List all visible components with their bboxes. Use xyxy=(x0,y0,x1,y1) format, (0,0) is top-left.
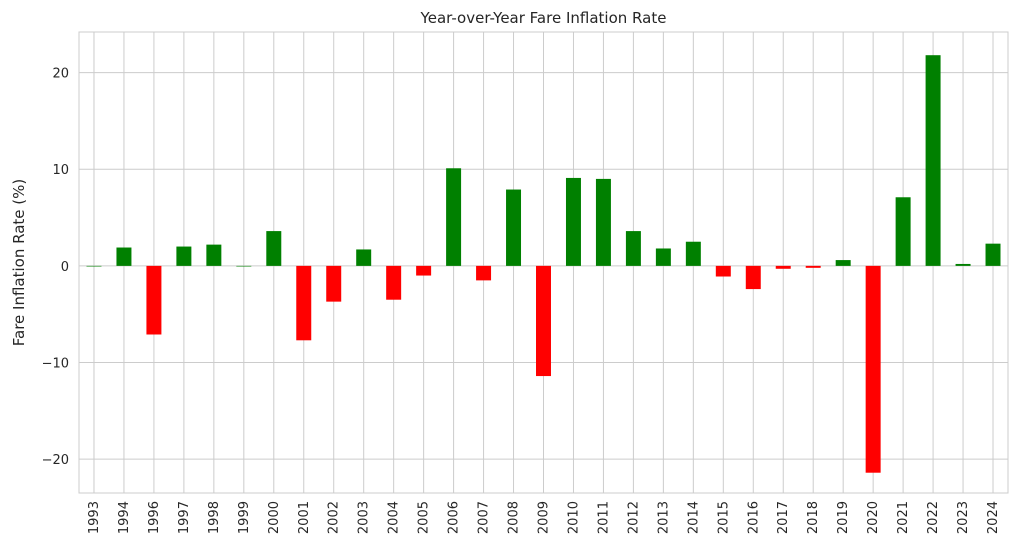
x-tick-label: 2018 xyxy=(806,501,821,534)
x-tick-label: 2009 xyxy=(537,501,552,534)
y-tick-label: −10 xyxy=(42,357,69,372)
bar-2004 xyxy=(386,265,402,300)
x-tick-label: 1999 xyxy=(237,501,252,534)
bar-2003 xyxy=(356,249,372,266)
bar-2008 xyxy=(506,189,522,266)
bar-2002 xyxy=(326,265,342,302)
x-tick-label: 2006 xyxy=(447,501,462,534)
x-tick-label: 2008 xyxy=(507,501,522,534)
x-tick-label: 2024 xyxy=(986,501,1001,534)
x-tick-label: 2004 xyxy=(387,501,402,534)
x-tick-label: 2020 xyxy=(866,501,881,534)
y-tick-label: 0 xyxy=(61,260,69,275)
x-tick-label: 2001 xyxy=(297,501,312,534)
bar-2022 xyxy=(925,55,941,266)
bar-2006 xyxy=(446,168,462,266)
x-tick-label: 2007 xyxy=(477,501,492,534)
bar-2018 xyxy=(805,265,821,268)
bar-2014 xyxy=(685,241,701,266)
bar-1996 xyxy=(146,265,162,335)
x-tick-label: 1998 xyxy=(207,501,222,534)
x-tick-label: 2010 xyxy=(566,501,581,534)
y-tick-labels: −20 −10 0 10 20 xyxy=(42,67,69,469)
x-tick-label: 2015 xyxy=(716,501,731,534)
bar-2001 xyxy=(296,265,312,341)
x-tick-label: 2016 xyxy=(746,501,761,534)
x-tick-label: 2021 xyxy=(896,501,911,534)
x-tick-label: 2000 xyxy=(267,501,282,534)
x-tick-label: 2002 xyxy=(327,501,342,534)
bar-2024 xyxy=(985,243,1001,266)
bar-2005 xyxy=(416,265,432,276)
bar-2013 xyxy=(655,248,671,266)
bar-2011 xyxy=(595,178,611,266)
x-tick-label: 2014 xyxy=(686,501,701,534)
x-tick-labels: 1993 1994 1996 1997 1998 1999 2000 2001 2002 2003… xyxy=(87,501,1001,534)
bar-2007 xyxy=(476,265,492,281)
bar-2019 xyxy=(835,260,851,266)
x-tick-label: 2017 xyxy=(776,501,791,534)
bars xyxy=(86,55,1001,473)
x-tick-label: 1994 xyxy=(117,501,132,534)
x-tick-label: 1993 xyxy=(87,501,102,534)
bar-2012 xyxy=(625,231,641,266)
bar-2010 xyxy=(565,177,581,266)
bar-1997 xyxy=(176,246,192,266)
bar-2023 xyxy=(955,263,971,266)
bar-2020 xyxy=(865,265,881,473)
bar-2021 xyxy=(895,197,911,266)
bar-2009 xyxy=(536,265,551,377)
x-tick-label: 2019 xyxy=(836,501,851,534)
y-tick-label: 10 xyxy=(52,163,69,178)
x-tick-label: 2005 xyxy=(417,501,432,534)
x-tick-label: 2022 xyxy=(926,501,941,534)
x-tick-label: 2013 xyxy=(656,501,671,534)
x-tick-label: 2003 xyxy=(357,501,372,534)
x-tick-label: 2023 xyxy=(956,501,971,534)
bar-2015 xyxy=(715,265,731,277)
x-tick-label: 1996 xyxy=(147,501,162,534)
plot-frame xyxy=(78,31,1009,494)
y-tick-label: −20 xyxy=(42,453,69,468)
x-tick-label: 1997 xyxy=(177,501,192,534)
chart-title: Year-over-Year Fare Inflation Rate xyxy=(420,9,667,27)
bar-1999 xyxy=(236,265,252,267)
bar-2017 xyxy=(775,265,791,269)
x-tick-label: 2011 xyxy=(596,501,611,534)
bar-2000 xyxy=(266,231,282,266)
x-tick-label: 2012 xyxy=(626,501,641,534)
y-axis-label: Fare Inflation Rate (%) xyxy=(10,179,28,346)
y-tick-label: 20 xyxy=(52,67,69,82)
bar-1998 xyxy=(206,244,222,266)
bar-1994 xyxy=(116,247,132,266)
bar-1993 xyxy=(86,265,102,267)
bar-2016 xyxy=(745,265,761,290)
